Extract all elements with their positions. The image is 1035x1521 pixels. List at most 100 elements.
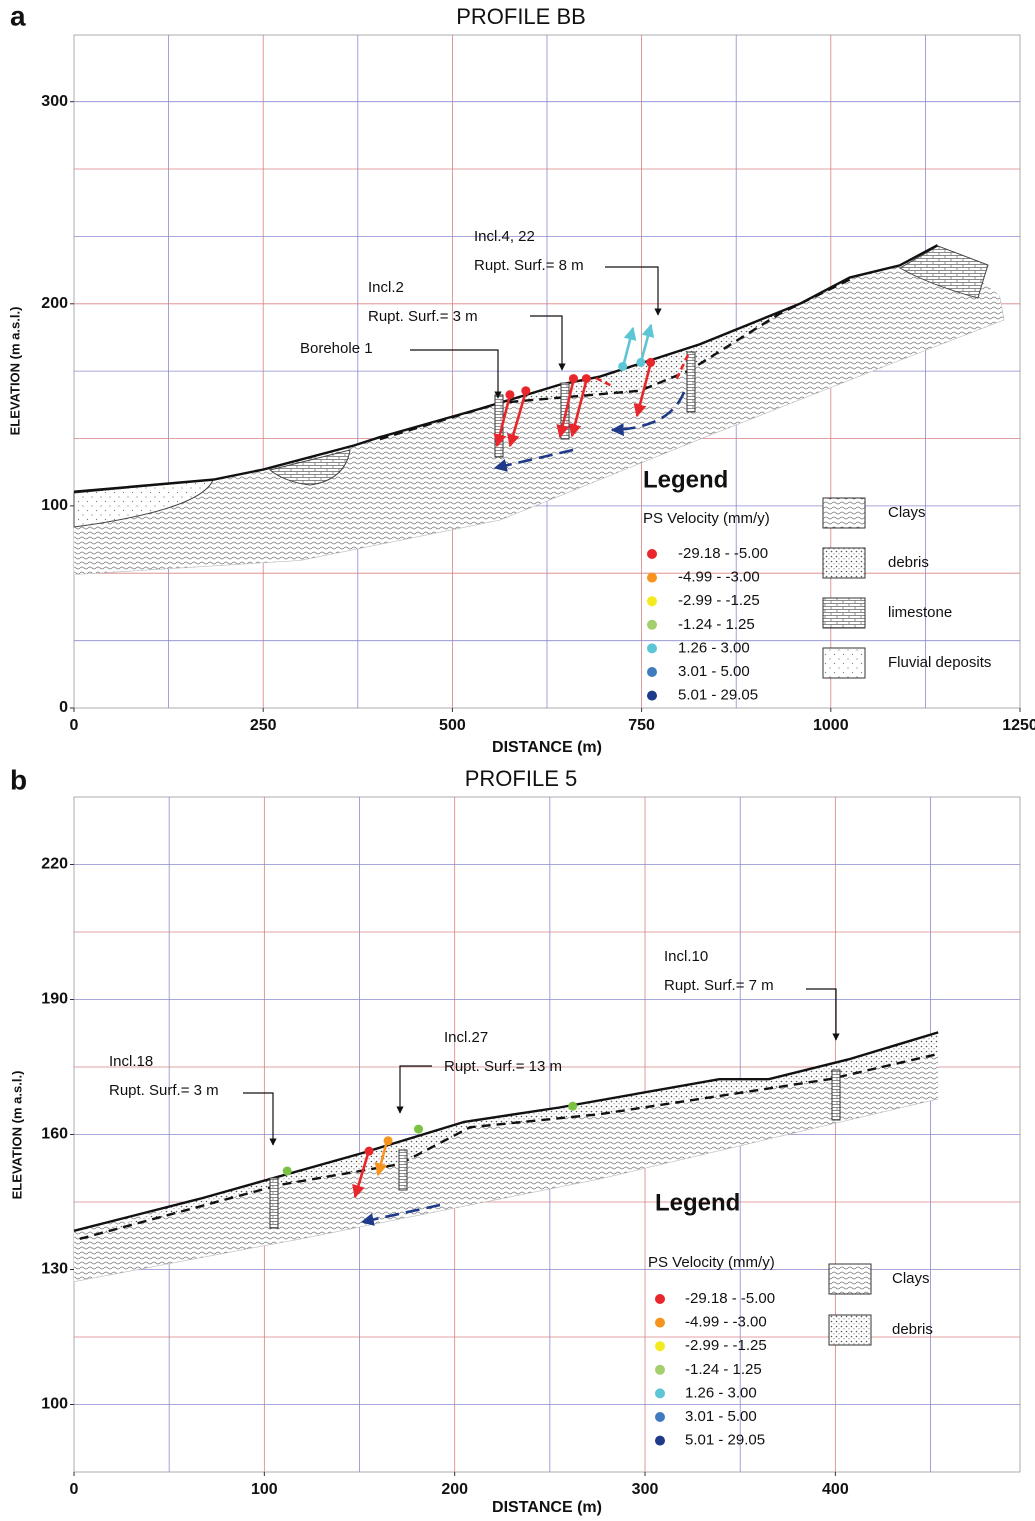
- legend-label: 1.26 - 3.00: [685, 1384, 757, 1401]
- legend-subtitle: PS Velocity (mm/y): [643, 510, 770, 527]
- y-tick-label: 160: [41, 1126, 68, 1143]
- annotation: Incl.18: [109, 1053, 153, 1070]
- x-tick-label: 1250: [1002, 717, 1035, 734]
- y-axis-label: ELEVATION (m a.s.l.): [9, 1071, 24, 1200]
- x-tick-label: 300: [632, 1481, 659, 1498]
- ps-point: [521, 386, 531, 396]
- legend-dot: [647, 643, 657, 654]
- legend-label: debris: [888, 554, 929, 571]
- legend-swatch: [828, 1263, 872, 1295]
- legend-label: Clays: [892, 1270, 930, 1287]
- base-line: [73, 1098, 939, 1282]
- leader-arrow: [530, 315, 566, 371]
- legend-label: -2.99 - -1.25: [678, 592, 760, 609]
- legend-label: debris: [892, 1321, 933, 1338]
- legend-label: -2.99 - -1.25: [685, 1337, 767, 1354]
- x-axis-label: DISTANCE (m): [492, 1499, 602, 1516]
- displacement-arrow: [493, 448, 574, 472]
- ps-point: [282, 1166, 292, 1176]
- legend-dot: [647, 549, 657, 559]
- annotation: Incl.2: [368, 279, 404, 296]
- y-tick-label: 0: [59, 699, 68, 716]
- y-tick-label: 300: [41, 93, 68, 110]
- borehole: [831, 1069, 841, 1121]
- ps-point: [505, 390, 515, 400]
- legend-label: -1.24 - 1.25: [685, 1361, 762, 1378]
- displacement-arrow: [493, 394, 512, 448]
- ps-point: [568, 374, 578, 384]
- x-tick-label: 1000: [813, 717, 849, 734]
- legend-label: 3.01 - 5.00: [685, 1408, 757, 1425]
- legend-dot: [647, 596, 657, 607]
- legend-dot: [647, 667, 657, 677]
- leader-arrow: [243, 1092, 277, 1146]
- legend-dot: [655, 1388, 665, 1399]
- legend-swatch: [822, 597, 866, 629]
- borehole: [398, 1149, 408, 1191]
- legend-label: -4.99 - -3.00: [678, 569, 760, 586]
- surface-line: [73, 1031, 939, 1232]
- legend-label: 3.01 - 5.00: [678, 663, 750, 680]
- legend-dot: [655, 1364, 665, 1375]
- x-tick-label: 750: [628, 717, 655, 734]
- legend-dot: [647, 619, 657, 630]
- legend-dot: [655, 1435, 665, 1446]
- legend-label: limestone: [888, 604, 952, 621]
- x-tick-label: 250: [250, 717, 277, 734]
- panel-letter: b: [10, 764, 27, 795]
- legend-label: -29.18 - -5.00: [678, 545, 768, 562]
- legend-dot: [647, 572, 657, 583]
- displacement-arrow: [360, 1203, 441, 1226]
- legend-label: 5.01 - 29.05: [678, 687, 758, 704]
- legend-dot: [647, 690, 657, 701]
- ps-point: [618, 361, 628, 371]
- x-tick-label: 0: [70, 1481, 79, 1498]
- displacement-arrow: [674, 354, 690, 381]
- y-tick-label: 100: [41, 1396, 68, 1413]
- y-tick-label: 200: [41, 295, 68, 312]
- annotation: Rupt. Surf.= 8 m: [474, 257, 584, 274]
- displacement-arrow: [507, 390, 528, 448]
- borehole: [269, 1177, 279, 1229]
- x-tick-label: 0: [70, 717, 79, 734]
- legend-dot: [655, 1412, 665, 1422]
- panel-letter: a: [10, 0, 26, 31]
- legend-swatch: [828, 1314, 872, 1346]
- legend-swatch: [822, 497, 866, 529]
- x-tick-label: 100: [251, 1481, 278, 1498]
- limestone-body: [898, 245, 989, 299]
- x-axis-label: DISTANCE (m): [492, 739, 602, 756]
- ps-point: [383, 1136, 393, 1146]
- displacement-arrow: [595, 376, 613, 388]
- leader-arrow: [605, 266, 662, 316]
- y-tick-label: 190: [41, 991, 68, 1008]
- debris-body: [79, 1032, 939, 1239]
- x-tick-label: 200: [441, 1481, 468, 1498]
- legend-swatch: [822, 647, 866, 679]
- annotation: Incl.10: [664, 948, 708, 965]
- y-axis-label: ELEVATION (m a.s.l.): [7, 307, 22, 436]
- annotation: Rupt. Surf.= 3 m: [109, 1082, 219, 1099]
- y-tick-label: 100: [41, 497, 68, 514]
- ps-point: [636, 357, 646, 367]
- y-tick-label: 130: [41, 1261, 68, 1278]
- annotation: Rupt. Surf.= 3 m: [368, 308, 478, 325]
- displacement-arrow: [568, 377, 589, 438]
- legend-title: Legend: [655, 1189, 740, 1216]
- legend-dot: [655, 1317, 665, 1328]
- chart-title: PROFILE BB: [456, 4, 586, 29]
- legend-subtitle: PS Velocity (mm/y): [648, 1254, 775, 1271]
- annotation: Rupt. Surf.= 13 m: [444, 1058, 562, 1075]
- ps-point: [568, 1101, 578, 1111]
- ps-point: [581, 374, 591, 384]
- annotation: Incl.4, 22: [474, 228, 535, 245]
- rupture-line: [379, 278, 851, 441]
- displacement-arrow: [621, 326, 637, 368]
- displacement-arrow: [556, 377, 576, 439]
- ps-point: [646, 357, 656, 367]
- legend-label: -4.99 - -3.00: [685, 1314, 767, 1331]
- legend-label: -1.24 - 1.25: [678, 616, 755, 633]
- ps-point: [414, 1124, 424, 1134]
- surface-line: [73, 244, 939, 493]
